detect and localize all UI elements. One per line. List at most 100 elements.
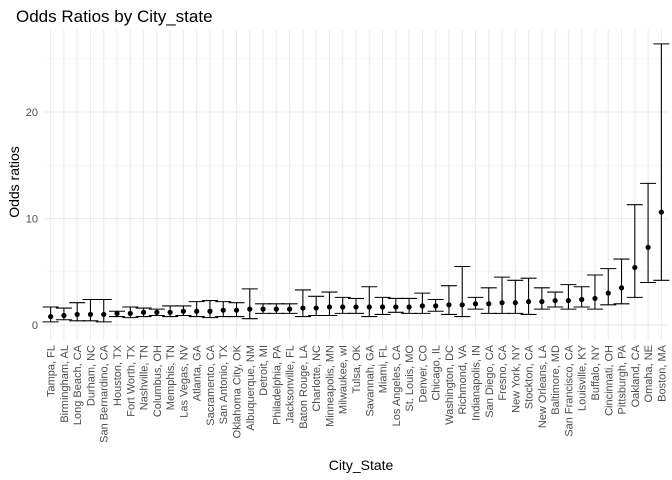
data-point-group [109,310,126,318]
data-point-group [308,295,325,317]
data-point-group [507,279,524,314]
data-point-group [374,296,391,315]
x-tick-label: Oakland, CA [630,344,642,407]
x-tick-label: Birmingham, AL [59,345,71,423]
data-point [579,296,585,303]
data-point [326,304,333,310]
data-point [525,299,532,305]
data-point [74,311,80,318]
y-axis: 0 10 20 [26,107,38,332]
x-tick-label: Albuquerque, NM [245,345,257,431]
data-point-group [228,302,245,318]
data-point [300,305,306,311]
data-point [539,299,545,305]
data-point-group [95,298,112,323]
x-tick-label: Miami, FL [378,345,390,393]
data-point-group [135,307,152,318]
data-point-group [440,285,457,315]
data-point [419,303,425,309]
data-point-group [321,291,338,317]
data-point-group [573,286,590,308]
data-point [353,304,359,310]
data-point-group [653,43,670,281]
data-point-group [241,288,258,320]
data-point-group [188,301,205,318]
data-point [379,304,386,310]
data-point [233,307,240,313]
data-point [618,285,625,291]
x-tick-label: Cincinnati, OH [603,345,615,416]
x-tick-label: Columbus, OH [152,345,164,417]
x-tick-label: San Diego, CA [484,344,496,417]
y-axis-title: Odds ratios [6,146,22,218]
x-tick-label: Indianapolis, IN [470,345,482,421]
data-point [645,244,651,250]
data-point [459,302,465,308]
x-tick-label: Memphis, TN [165,345,177,410]
x-tick-label: Sacramento, CA [205,344,217,425]
x-tick-label: Savannah, GA [364,344,376,416]
y-tick-label: 10 [26,214,38,226]
data-point-group [640,182,657,284]
data-point-group [348,297,364,314]
x-tick-label: Denver, CO [417,345,429,403]
data-point-group [361,286,378,318]
x-tick-label: St. Louis, MO [404,345,416,412]
x-tick-label: Baltimore, MD [550,345,562,415]
data-point [101,311,107,318]
data-point-group [467,296,484,310]
data-point-group [626,204,643,298]
x-tick-label: Louisville, KY [577,344,589,411]
x-tick-label: Fort Worth, TX [125,344,137,416]
y-tick-label: 20 [26,107,38,119]
data-point [140,309,147,315]
data-point [433,303,439,309]
data-point [366,304,372,310]
data-point [154,309,160,315]
data-point-group [600,268,617,306]
chart-marks [42,43,670,323]
x-tick-label: New Orleans, LA [537,344,549,428]
x-tick-label: Boston, MA [656,344,668,402]
panel-grid [44,30,668,340]
data-point [446,302,452,308]
data-point [61,312,67,319]
data-point [393,304,399,310]
x-tick-label: New York, NY [510,344,522,413]
data-point-group [215,301,232,318]
data-point-group [613,258,630,305]
data-point [592,295,598,302]
data-point-group [201,300,218,319]
data-point [260,306,266,312]
data-point-group [387,297,404,313]
data-point-group [294,289,311,318]
data-point-group [494,276,511,314]
data-point [632,264,638,271]
data-point [273,306,279,312]
data-point-group [42,306,59,323]
data-point [220,307,226,313]
data-point [340,304,346,310]
x-tick-label: Omaha, NE [643,345,655,402]
x-tick-label: Richmond, VA [457,344,469,414]
data-point-group [268,303,285,314]
data-point [114,310,120,316]
data-point [406,304,412,310]
data-point [499,300,505,306]
x-axis-title: City_State [329,457,394,473]
x-tick-label: Charlotte, NC [311,345,323,412]
x-tick-label: Minneapolis, MN [324,345,336,427]
x-tick-label: Los Angeles, CA [391,344,403,426]
x-tick-label: San Bernardino, CA [99,344,111,442]
data-point [486,301,492,307]
x-tick-label: Chicago, IL [431,345,443,401]
data-point [512,300,518,306]
data-point-group [520,277,537,315]
x-tick-label: Baton Rouge, LA [298,344,310,428]
data-point-group [281,303,298,314]
x-tick-label: Oklahoma City, OK [232,344,244,438]
data-point-group [401,297,418,314]
data-point [247,306,253,312]
x-tick-label: Buffalo, NY [590,344,602,400]
